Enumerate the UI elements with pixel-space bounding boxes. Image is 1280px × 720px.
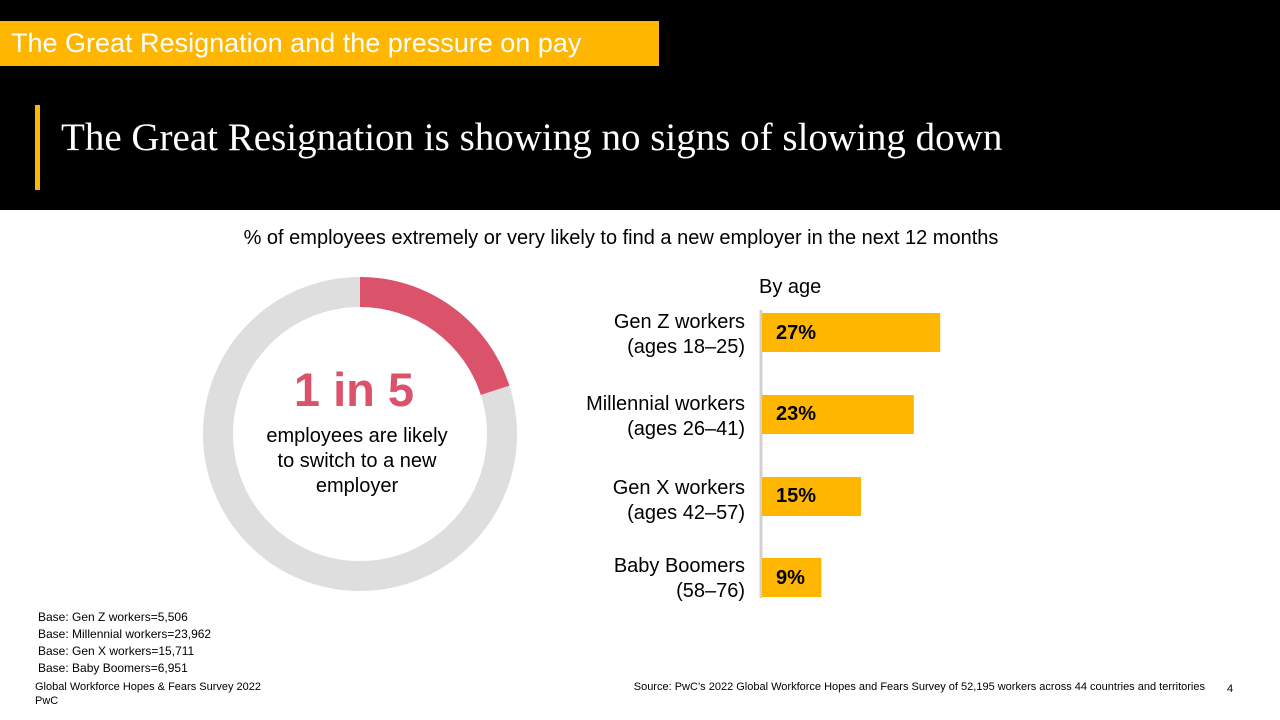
category-ages: (ages 18–25) bbox=[627, 336, 745, 358]
bar-value-label: 23% bbox=[776, 403, 817, 425]
base-line: Base: Millennial workers=23,962 bbox=[38, 627, 212, 641]
bar bbox=[762, 558, 822, 597]
bar-value-label: 15% bbox=[776, 485, 817, 507]
donut-headline: 1 in 5 bbox=[293, 363, 415, 416]
bar-chart-title: By age bbox=[759, 276, 822, 298]
sample-bases: Base: Gen Z workers=5,506 Base: Millenni… bbox=[38, 609, 211, 677]
bar bbox=[762, 395, 914, 434]
donut-caption: employees are likely to switch to a new … bbox=[232, 424, 482, 499]
category-name: Millennial workers bbox=[586, 393, 745, 415]
donut-caption-line: employer bbox=[315, 475, 399, 497]
donut-caption-line: to switch to a new bbox=[277, 450, 437, 472]
donut-chart bbox=[203, 277, 517, 591]
category-ages: (58–76) bbox=[676, 580, 745, 602]
bar-category-label: Gen X workers (ages 42–57) bbox=[613, 476, 745, 526]
footer-brand: PwC bbox=[35, 695, 59, 707]
donut-slice-likely bbox=[203, 277, 517, 591]
base-line: Base: Baby Boomers=6,951 bbox=[38, 661, 188, 675]
base-line: Base: Gen X workers=15,711 bbox=[38, 644, 195, 658]
section-banner: The Great Resignation and the pressure o… bbox=[0, 21, 659, 66]
footer-left: Global Workforce Hopes & Fears Survey 20… bbox=[35, 680, 261, 708]
bar-value-label: 27% bbox=[776, 322, 817, 344]
bar-category-label: Millennial workers (ages 26–41) bbox=[586, 392, 745, 442]
category-name: Baby Boomers bbox=[613, 555, 745, 577]
title-accent-bar bbox=[35, 105, 40, 190]
chart-title: % of employees extremely or very likely … bbox=[243, 227, 999, 249]
age-bar-chart bbox=[759, 310, 941, 598]
bar bbox=[762, 313, 941, 352]
bar-category-label: Baby Boomers (58–76) bbox=[614, 554, 745, 604]
bar-category-label: Gen Z workers (ages 18–25) bbox=[614, 310, 745, 360]
bar-value-label: 9% bbox=[776, 567, 805, 589]
bar bbox=[762, 477, 861, 516]
category-name: Gen Z workers bbox=[613, 311, 745, 333]
page-number: 4 bbox=[1227, 683, 1234, 695]
category-name: Gen X workers bbox=[612, 477, 745, 499]
base-line: Base: Gen Z workers=5,506 bbox=[38, 610, 188, 624]
page-title: The Great Resignation is showing no sign… bbox=[61, 116, 1003, 159]
category-ages: (ages 42–57) bbox=[627, 502, 745, 524]
category-ages: (ages 26–41) bbox=[627, 418, 745, 440]
donut-caption-line: employees are likely bbox=[266, 425, 448, 447]
footer-source: Source: PwC’s 2022 Global Workforce Hope… bbox=[633, 681, 1205, 693]
footer-survey: Global Workforce Hopes & Fears Survey 20… bbox=[35, 681, 262, 693]
